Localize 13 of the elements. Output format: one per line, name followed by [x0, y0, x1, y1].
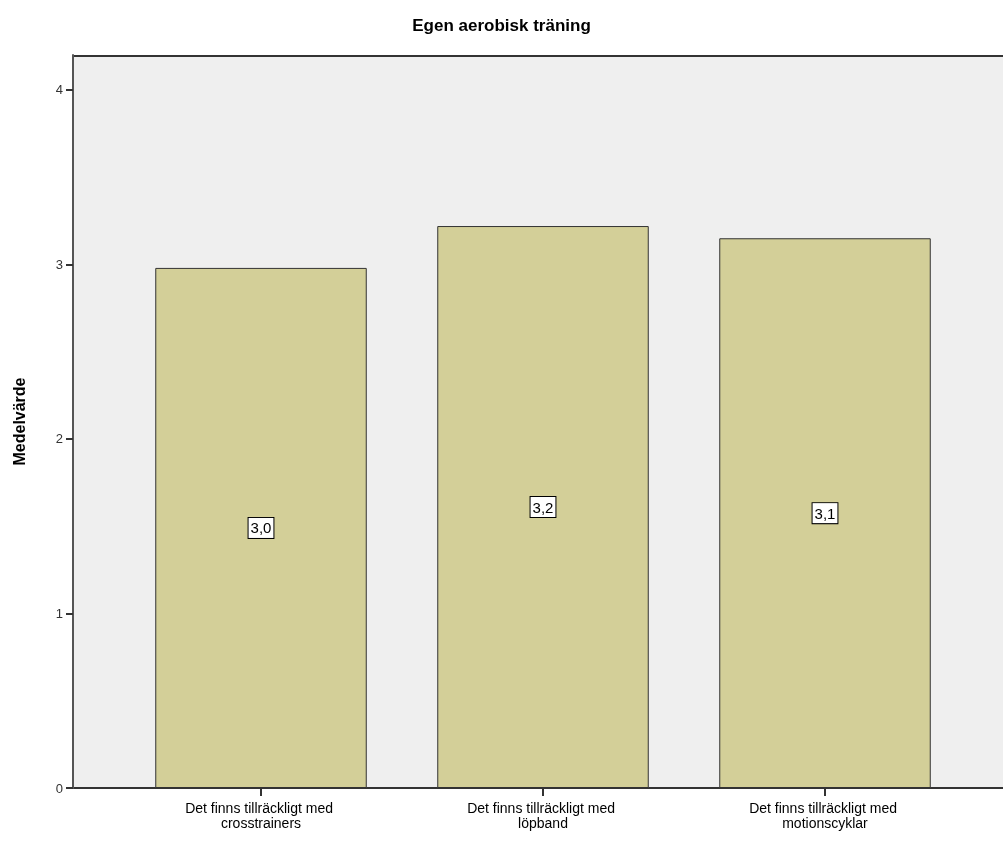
y-tick-label: 4 [55, 82, 63, 98]
x-tick-label: Det finns tillräckligt med motionscyklar [749, 799, 901, 831]
y-axis-title: Medelvärde [10, 377, 28, 466]
y-tick-label: 2 [55, 431, 63, 447]
data-label: 3,0 [250, 519, 272, 537]
y-tick-label: 3 [55, 256, 63, 272]
y-tick-label: 1 [55, 605, 63, 621]
y-tick-label: 0 [55, 780, 63, 796]
x-tick-label: Det finns tillräckligt med crosstrainers [185, 799, 337, 831]
chart-title: Egen aerobisk träning [412, 16, 591, 35]
data-label: 3,1 [814, 504, 836, 522]
data-label: 3,2 [532, 498, 554, 516]
x-tick-label: Det finns tillräckligt med löpband [467, 799, 619, 831]
